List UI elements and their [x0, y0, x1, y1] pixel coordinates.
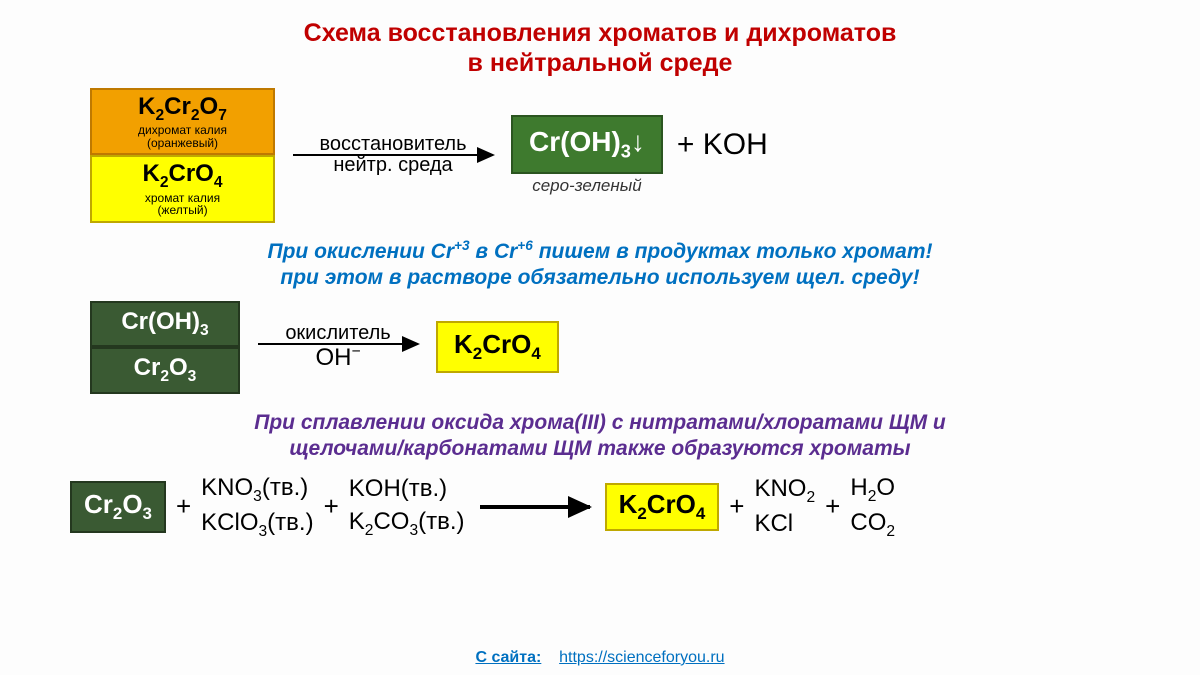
note-oxidation: При окислении Cr+3 в Cr+6 пишем в продук… — [70, 237, 1130, 292]
chromate-box: K2CrO4 хромат калия (желтый) — [90, 155, 275, 222]
reduction-arrow: восстановитель нейтр. среда — [293, 133, 493, 177]
croh3-caption: серо-зеленый — [532, 176, 642, 196]
cr2o3-reactant-box: Cr2O3 — [90, 347, 240, 393]
cr2o3-fusion-formula: Cr2O3 — [84, 489, 152, 519]
plus-1: + — [176, 491, 191, 522]
oxidation-arrow: окислитель OH− — [258, 322, 418, 372]
plus-2: + — [324, 491, 339, 522]
arrow-line-icon — [293, 154, 493, 156]
product-kcl: KCl — [754, 508, 793, 540]
plus-3: + — [729, 491, 744, 522]
product-group-1: KNO2 KCl — [754, 473, 815, 540]
reagent-koh: KOH(тв.) — [349, 473, 447, 505]
ox-arrow-top: окислитель — [285, 322, 390, 345]
oxidation-scheme: Cr(OH)3 Cr2O3 окислитель OH− K2CrO4 — [90, 301, 1130, 393]
arrow-bottom-label: нейтр. среда — [333, 154, 452, 177]
reduction-scheme: K2Cr2O7 дихромат калия (оранжевый) K2CrO… — [90, 88, 1130, 223]
croh3-reactant-box: Cr(OH)3 — [90, 301, 240, 347]
reagent-kclo3: KClO3(тв.) — [201, 507, 313, 542]
title-line2: в нейтральной среде — [468, 49, 733, 77]
reagent-k2co3: K2CO3(тв.) — [349, 506, 465, 541]
dichromate-box: K2Cr2O7 дихромат калия (оранжевый) — [90, 88, 275, 155]
fusion-arrow-icon — [480, 505, 590, 509]
k2cro4-product-box: K2CrO4 — [436, 321, 559, 373]
fusion-scheme: Cr2O3 + KNO3(тв.) KClO3(тв.) + KOH(тв.) … — [70, 472, 1130, 542]
croh3-reactant-formula: Cr(OH)3 — [121, 308, 208, 335]
product-croh3: Cr(OH)3↓ серо-зеленый — [511, 115, 663, 196]
cr2o3-reactant-formula: Cr2O3 — [134, 354, 197, 381]
note1-line2: при этом в растворе обязательно использу… — [280, 266, 919, 289]
k2cro4-fusion-box: K2CrO4 — [605, 483, 720, 531]
footer: С сайта: https://scienceforyou.ru — [0, 649, 1200, 667]
cr3-stack: Cr(OH)3 Cr2O3 — [90, 301, 240, 393]
title-line1: Схема восстановления хроматов и дихромат… — [304, 19, 897, 47]
croh3-formula: Cr(OH)3↓ — [529, 126, 645, 157]
ox-arrow-bottom: OH− — [315, 343, 360, 372]
footer-label: С сайта: — [475, 649, 541, 666]
dichromate-formula: K2Cr2O7 — [102, 94, 263, 124]
product-h2o: H2O — [850, 472, 895, 507]
reagent-group-1: KNO3(тв.) KClO3(тв.) — [201, 472, 313, 542]
chromate-formula: K2CrO4 — [102, 161, 263, 191]
k2cro4-product-formula: K2CrO4 — [454, 329, 541, 359]
note2-line2: щелочами/карбонатами ЩМ также образуются… — [289, 437, 910, 460]
dichromate-cap2: (оранжевый) — [102, 137, 263, 150]
croh3-box: Cr(OH)3↓ — [511, 115, 663, 174]
chromate-cap2: (желтый) — [102, 204, 263, 217]
plus-koh: + KOH — [677, 128, 768, 162]
note1-line1: При окислении Cr+3 в Cr+6 пишем в продук… — [267, 240, 932, 263]
arrow-top-label: восстановитель — [319, 133, 466, 156]
product-kno2: KNO2 — [754, 473, 815, 508]
ox-arrow-icon — [258, 343, 418, 345]
reagent-group-2: KOH(тв.) K2CO3(тв.) — [349, 473, 465, 540]
plus-4: + — [825, 491, 840, 522]
reactant-stack: K2Cr2O7 дихромат калия (оранжевый) K2CrO… — [90, 88, 275, 223]
page-title: Схема восстановления хроматов и дихромат… — [70, 18, 1130, 78]
cr2o3-fusion-box: Cr2O3 — [70, 481, 166, 533]
footer-link[interactable]: https://scienceforyou.ru — [559, 649, 724, 666]
reagent-kno3: KNO3(тв.) — [201, 472, 308, 507]
product-co2: CO2 — [850, 507, 895, 542]
k2cro4-fusion-formula: K2CrO4 — [619, 489, 706, 519]
note-fusion: При сплавлении оксида хрома(III) с нитра… — [70, 410, 1130, 463]
dichromate-cap1: дихромат калия — [102, 124, 263, 137]
product-group-2: H2O CO2 — [850, 472, 895, 542]
note2-line1: При сплавлении оксида хрома(III) с нитра… — [254, 411, 946, 434]
